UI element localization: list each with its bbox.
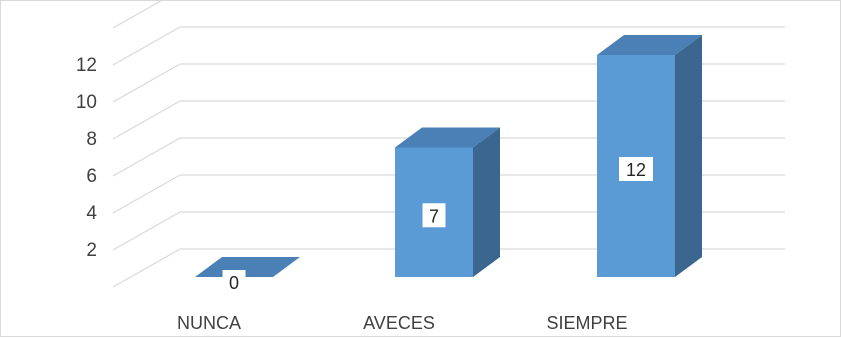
data-label-box	[222, 270, 246, 294]
gridline-diagonal	[112, 1, 162, 29]
bar-top-face	[195, 257, 300, 277]
y-tick-label: 10	[76, 92, 97, 113]
gridline-diagonal	[112, 248, 181, 288]
bar-top-face	[597, 35, 702, 55]
data-label-box	[422, 203, 446, 228]
data-label: 0	[229, 273, 239, 293]
bar-side-face	[675, 35, 702, 277]
x-category-label: AVECES	[363, 313, 435, 333]
gridline-diagonal	[112, 211, 181, 251]
x-axis-categories: NUNCA AVECES SIEMPRE	[177, 313, 628, 333]
x-category-label: NUNCA	[177, 313, 241, 333]
data-label: 12	[626, 160, 646, 180]
x-category-label: SIEMPRE	[546, 313, 627, 333]
y-tick-label: 2	[86, 240, 97, 261]
gridline-diagonal	[112, 100, 181, 140]
bar-nunca	[195, 257, 300, 277]
y-tick-label: 8	[86, 129, 97, 150]
data-label-box	[619, 157, 653, 181]
gridline-diagonal	[112, 26, 181, 66]
y-tick-label: 4	[86, 203, 97, 224]
y-tick-label: 12	[76, 55, 97, 76]
bars: 0 7 12	[195, 35, 702, 294]
bar-siempre	[597, 35, 702, 277]
gridline-diagonal	[112, 174, 181, 214]
bar-top-face	[395, 127, 500, 148]
y-axis-ticks: 2 4 6 8 10 12	[76, 55, 98, 261]
data-label: 7	[429, 206, 439, 226]
y-tick-label: 6	[86, 166, 97, 187]
bar-side-face	[473, 127, 500, 277]
gridline-diagonal	[112, 63, 181, 103]
gridline-diagonal	[112, 137, 181, 177]
bar-aveces	[395, 127, 500, 277]
